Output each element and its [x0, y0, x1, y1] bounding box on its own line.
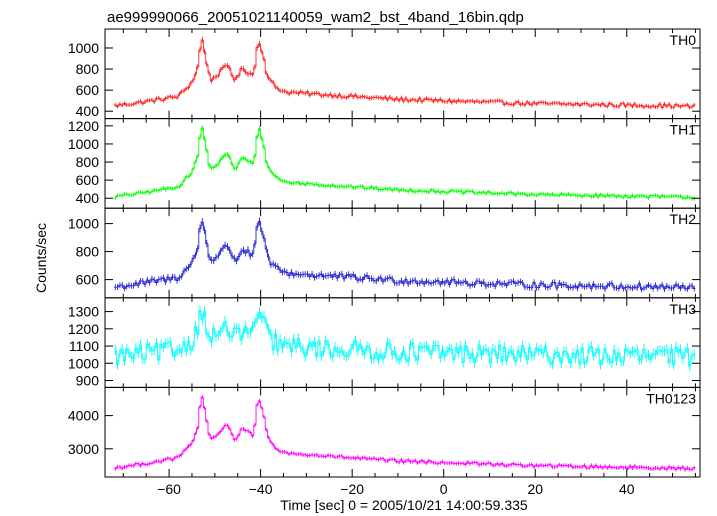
y-tick-label: 800	[76, 244, 100, 260]
panel-th1: 400 600 800 1000 1200 TH1	[68, 118, 701, 209]
y-tick-label: 1000	[68, 216, 99, 232]
panel-name-label: TH0123	[646, 390, 696, 406]
y-tick-label: 1000	[68, 136, 99, 152]
series-line-th3	[114, 305, 696, 371]
panel-th0123: 3000 4000 TH0123	[68, 386, 701, 478]
y-tick-label: 400	[76, 190, 100, 206]
panel-frame	[104, 386, 701, 478]
series-line-th0123	[114, 395, 696, 472]
panel-name-label: TH2	[670, 211, 697, 227]
panel-frame	[104, 28, 701, 120]
x-tick-label: 40	[619, 481, 635, 497]
y-tick-label: 600	[76, 272, 100, 288]
y-tick-label: 1000	[68, 40, 99, 56]
y-tick-label: 800	[76, 61, 100, 77]
x-tick-label: 20	[527, 481, 543, 497]
y-tick-label: 1200	[68, 118, 99, 134]
panel-name-label: TH1	[670, 122, 697, 138]
y-tick-label: 800	[76, 154, 100, 170]
y-tick-label: 1000	[68, 355, 99, 371]
series-line-th2	[114, 217, 696, 293]
y-tick-label: 600	[76, 82, 100, 98]
panel-name-label: TH3	[670, 301, 697, 317]
y-tick-label: 600	[76, 172, 100, 188]
panel-name-label: TH0	[670, 32, 697, 48]
x-tick-label: 0	[440, 481, 448, 497]
y-tick-label: 3000	[68, 441, 99, 457]
y-tick-label: 1100	[69, 338, 99, 354]
x-axis-label: Time [sec] 0 = 2005/10/21 14:00:59.335	[280, 497, 528, 513]
y-tick-label: 4000	[68, 408, 99, 424]
panel-th2: 600 800 1000 TH2	[68, 207, 701, 299]
x-tick-label: −20	[340, 481, 364, 497]
x-tick-label: −40	[249, 481, 273, 497]
series-line-th1	[114, 125, 696, 201]
y-tick-label: 400	[76, 103, 100, 119]
chart-title: ae999990066_20051021140059_wam2_bst_4ban…	[107, 9, 524, 26]
y-axis-label: Counts/sec	[33, 223, 49, 293]
y-tick-label: 900	[76, 373, 100, 389]
series-line-th0	[114, 36, 696, 110]
y-tick-label: 1200	[68, 321, 99, 337]
y-tick-label: 1300	[68, 304, 99, 320]
x-tick-label: −60	[157, 481, 181, 497]
panel-th0: 400 600 800 1000 TH0	[68, 28, 701, 120]
